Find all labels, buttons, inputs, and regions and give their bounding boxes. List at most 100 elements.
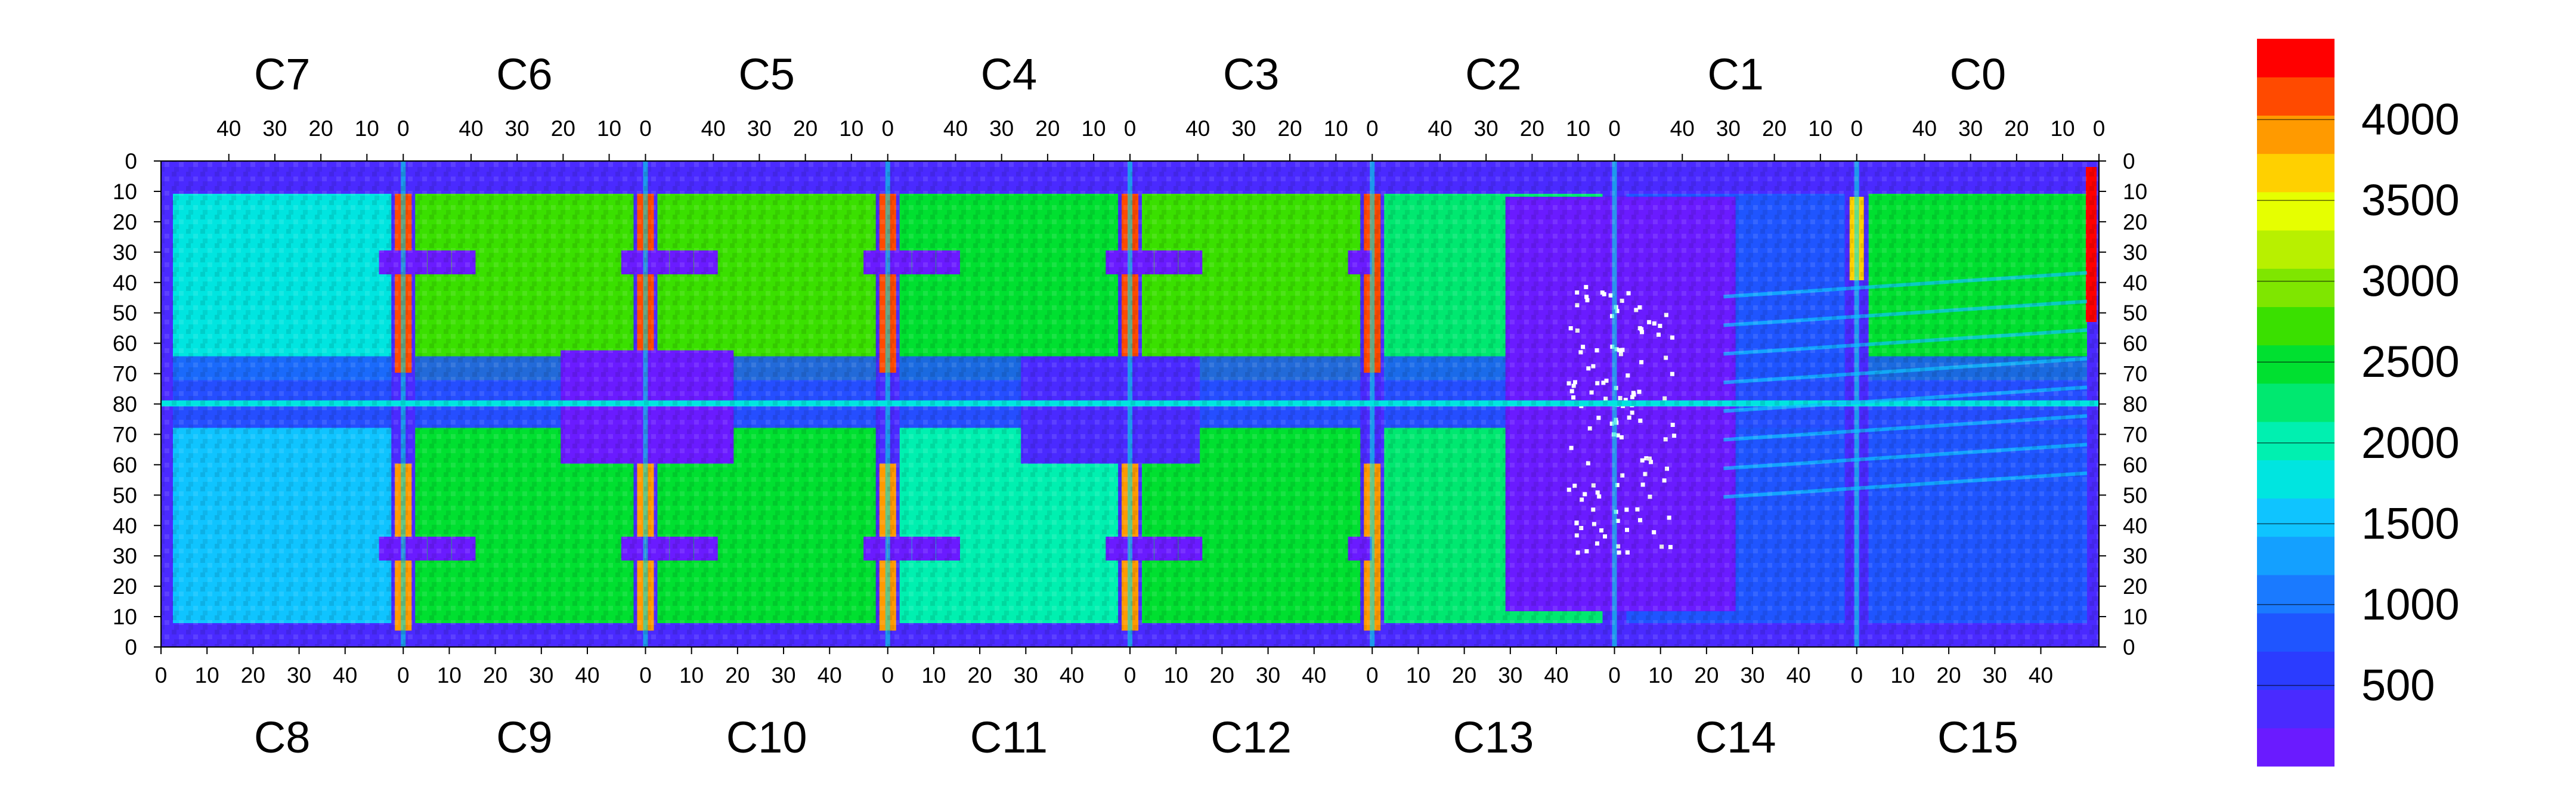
top-tick-label: 30	[1231, 116, 1256, 141]
bottom-tick-label: 40	[333, 663, 357, 688]
right-tick-label: 40	[2123, 513, 2147, 538]
top-chip-label: C2	[1465, 49, 1522, 99]
left-tick-label: 30	[113, 240, 137, 265]
top-tick-label: 20	[793, 116, 818, 141]
top-tick-label: 40	[459, 116, 483, 141]
colorbar-segment	[2257, 345, 2334, 384]
bottom-tick-label: 40	[2029, 663, 2053, 688]
left-tick-label: 60	[113, 453, 137, 477]
colorbar-segment	[2257, 422, 2334, 460]
left-tick-label: 70	[113, 362, 137, 386]
top-tick-label: 10	[1566, 116, 1590, 141]
colorbar-segment	[2257, 268, 2334, 307]
right-tick-label: 0	[2123, 149, 2135, 174]
left-tick-label: 80	[113, 392, 137, 417]
colorbar-segment	[2257, 689, 2334, 729]
top-tick-label: 20	[1762, 116, 1787, 141]
bottom-tick-label: 10	[1648, 663, 1673, 688]
heatmap-plot-area	[160, 160, 2100, 648]
bottom-tick-label: 0	[1608, 663, 1621, 688]
bottom-tick-label: 30	[287, 663, 311, 688]
bottom-tick-label: 40	[1544, 663, 1568, 688]
right-tick-label: 30	[2123, 544, 2147, 568]
colorbar-segment	[2257, 536, 2334, 575]
bottom-tick-label: 10	[679, 663, 704, 688]
left-tick-label: 60	[113, 332, 137, 356]
top-chip-label: C3	[1223, 49, 1280, 99]
top-tick-label: 20	[1278, 116, 1302, 141]
colorbar-tick-label: 500	[2361, 660, 2435, 710]
bottom-chip-label: C13	[1453, 713, 1534, 762]
top-tick-label: 40	[1670, 116, 1695, 141]
right-tick-label: 70	[2123, 422, 2147, 447]
bottom-tick-label: 0	[397, 663, 410, 688]
colorbar-segment	[2257, 651, 2334, 691]
left-tick-label: 0	[125, 149, 137, 174]
bottom-tick-label: 30	[1983, 663, 2007, 688]
right-tick-label: 50	[2123, 301, 2147, 326]
right-tick-label: 40	[2123, 271, 2147, 295]
colorbar-segment	[2257, 230, 2334, 269]
top-tick-label: 30	[747, 116, 772, 141]
top-tick-label: 20	[2004, 116, 2029, 141]
colorbar-segment	[2257, 574, 2334, 614]
colorbar-tick-label: 4000	[2361, 95, 2460, 144]
right-tick-label: 60	[2123, 332, 2147, 356]
top-tick-label: 10	[355, 116, 379, 141]
top-chip-label: C0	[1950, 49, 2007, 99]
bottom-tick-label: 20	[1937, 663, 1961, 688]
top-tick-label: 0	[1366, 116, 1379, 141]
bottom-tick-label: 0	[639, 663, 652, 688]
colorbar: 500 1000 1500 2000 2500 3000 3500 4000	[2257, 39, 2460, 767]
right-tick-label: 60	[2123, 453, 2147, 477]
top-chip-label: C5	[738, 49, 795, 99]
colorbar-segment	[2257, 460, 2334, 499]
bottom-tick-label: 30	[771, 663, 795, 688]
bottom-tick-label: 20	[968, 663, 992, 688]
bottom-chip-label: C9	[496, 713, 553, 762]
top-tick-label: 20	[309, 116, 333, 141]
bottom-tick-label: 0	[155, 663, 168, 688]
right-tick-label: 30	[2123, 240, 2147, 265]
bottom-tick-label: 30	[1256, 663, 1280, 688]
bottom-tick-label: 0	[1366, 663, 1379, 688]
colorbar-tick-label: 3000	[2361, 256, 2460, 306]
colorbar-tick-label: 1000	[2361, 580, 2460, 629]
top-tick-label: 30	[1958, 116, 1983, 141]
top-tick-label: 10	[2050, 116, 2075, 141]
colorbar-segment	[2257, 383, 2334, 422]
left-tick-label: 70	[113, 422, 137, 447]
top-tick-label: 0	[1124, 116, 1137, 141]
bottom-tick-label: 20	[725, 663, 750, 688]
top-chip-label: C4	[981, 49, 1038, 99]
bottom-tick-label: 40	[1060, 663, 1084, 688]
top-tick-label: 40	[1912, 116, 1937, 141]
colorbar-tick-label: 3500	[2361, 175, 2460, 225]
colorbar-segment	[2257, 153, 2334, 193]
top-tick-label: 10	[839, 116, 863, 141]
bottom-tick-label: 0	[881, 663, 894, 688]
bottom-tick-label: 40	[818, 663, 842, 688]
bottom-tick-label: 0	[1124, 663, 1137, 688]
colorbar-segment	[2257, 727, 2334, 767]
texture-overlay	[161, 161, 2099, 647]
left-tick-label: 20	[113, 574, 137, 599]
top-tick-label: 40	[1428, 116, 1452, 141]
top-tick-label: 0	[1608, 116, 1621, 141]
bottom-tick-label: 10	[1406, 663, 1431, 688]
top-tick-label: 40	[216, 116, 241, 141]
top-tick-label: 10	[597, 116, 621, 141]
left-tick-label: 50	[113, 483, 137, 507]
top-tick-label: 30	[505, 116, 530, 141]
bottom-tick-label: 20	[1694, 663, 1719, 688]
top-chip-label: C7	[254, 49, 311, 99]
right-tick-label: 10	[2123, 179, 2147, 204]
top-tick-label: 0	[2093, 116, 2106, 141]
top-tick-label: 0	[881, 116, 894, 141]
colorbar-segment	[2257, 115, 2334, 154]
bottom-chip-label: C8	[254, 713, 311, 762]
top-tick-label: 30	[1474, 116, 1498, 141]
top-tick-label: 40	[1185, 116, 1210, 141]
bottom-tick-label: 40	[575, 663, 599, 688]
